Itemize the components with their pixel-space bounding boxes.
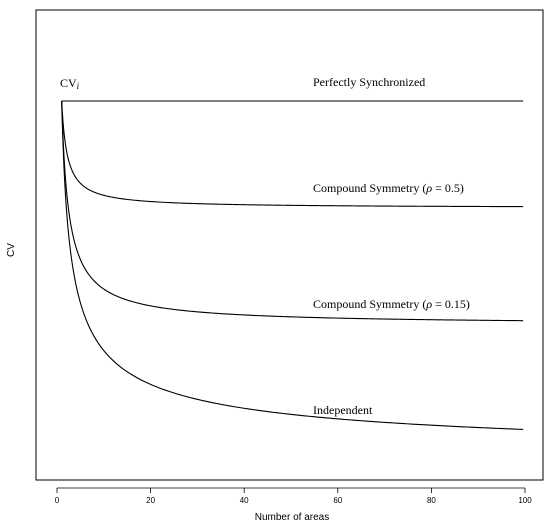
series-line-2	[61, 100, 524, 322]
x-axis: 0 20 40 60 80 100	[55, 487, 532, 505]
series-label-3: Independent	[313, 403, 373, 417]
series-label-2: Compound Symmetry (ρ = 0.15)	[313, 297, 470, 311]
start-label-subscript: i	[77, 81, 80, 91]
plot-frame	[35, 9, 544, 481]
x-tick-label: 100	[518, 496, 532, 505]
start-label: CVi	[60, 76, 80, 91]
x-axis-label: Number of areas	[255, 512, 329, 523]
series-line-3	[61, 100, 524, 430]
x-tick-label: 0	[55, 496, 60, 505]
x-tick-label: 20	[146, 496, 155, 505]
start-label-main: CV	[60, 76, 77, 90]
x-tick-label: 40	[240, 496, 249, 505]
series-group	[61, 100, 524, 430]
y-axis-label: CV	[6, 243, 17, 257]
series-line-1	[61, 100, 524, 208]
series-label-0: Perfectly Synchronized	[313, 75, 425, 89]
series-labels: Perfectly Synchronized Compound Symmetry …	[313, 75, 470, 417]
x-tick-label: 60	[333, 496, 342, 505]
series-label-1: Compound Symmetry (ρ = 0.5)	[313, 181, 464, 195]
x-tick-label: 80	[427, 496, 436, 505]
